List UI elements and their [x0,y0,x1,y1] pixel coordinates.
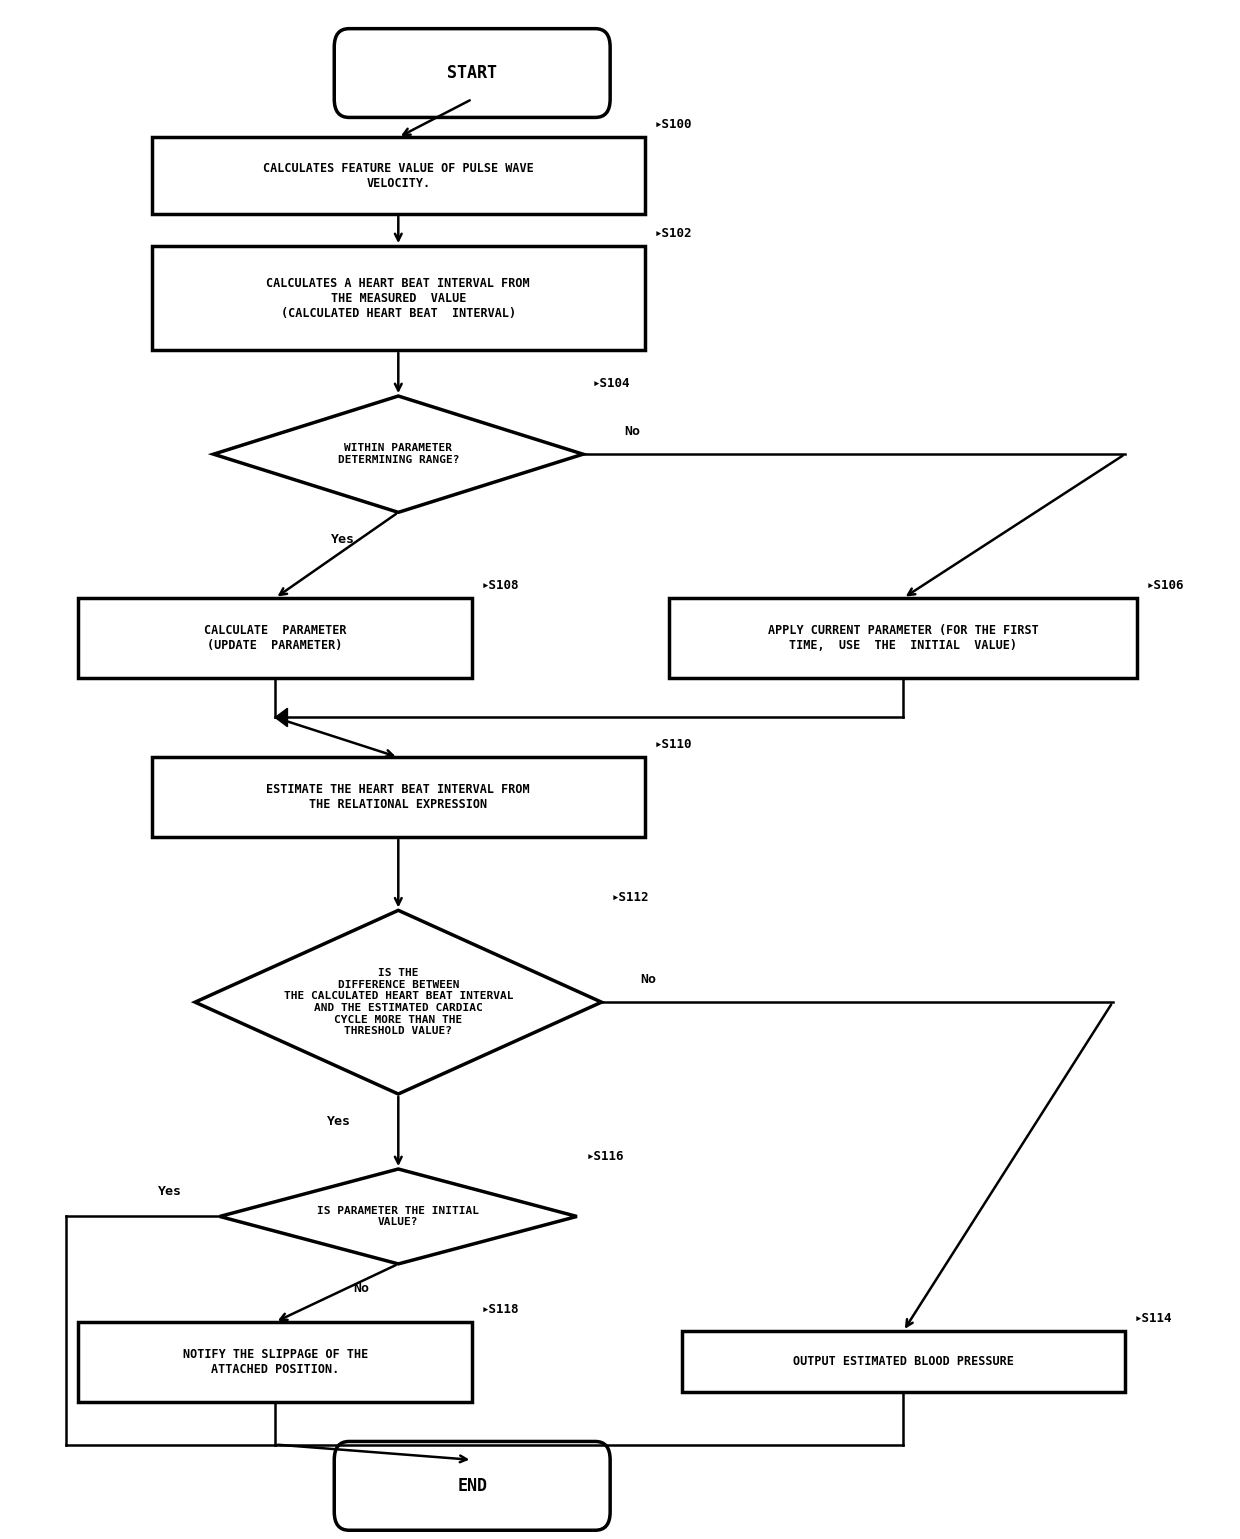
Text: APPLY CURRENT PARAMETER (FOR THE FIRST
TIME,  USE  THE  INITIAL  VALUE): APPLY CURRENT PARAMETER (FOR THE FIRST T… [768,623,1039,653]
Text: ▸S118: ▸S118 [482,1304,520,1316]
Bar [153,757,645,837]
Text: IS PARAMETER THE INITIAL
VALUE?: IS PARAMETER THE INITIAL VALUE? [317,1205,480,1227]
Text: ▸S104: ▸S104 [593,377,630,389]
Text: No: No [624,425,640,437]
Text: No: No [353,1282,370,1294]
Text: NOTIFY THE SLIPPAGE OF THE
ATTACHED POSITION.: NOTIFY THE SLIPPAGE OF THE ATTACHED POSI… [182,1348,368,1376]
Text: ▸S100: ▸S100 [655,119,692,131]
Text: START: START [448,65,497,82]
Polygon shape [195,911,601,1094]
Text: ▸S102: ▸S102 [655,226,692,240]
Bar [78,1322,472,1402]
Text: ▸S108: ▸S108 [482,579,520,593]
Text: ▸S114: ▸S114 [1135,1313,1172,1325]
Text: Yes: Yes [331,534,355,546]
Text: END: END [458,1477,487,1494]
FancyBboxPatch shape [335,29,610,117]
Bar [153,137,645,214]
FancyBboxPatch shape [335,1442,610,1530]
Text: ESTIMATE THE HEART BEAT INTERVAL FROM
THE RELATIONAL EXPRESSION: ESTIMATE THE HEART BEAT INTERVAL FROM TH… [267,783,531,811]
Bar [682,1331,1125,1393]
Text: CALCULATES FEATURE VALUE OF PULSE WAVE
VELOCITY.: CALCULATES FEATURE VALUE OF PULSE WAVE V… [263,162,533,189]
Text: CALCULATES A HEART BEAT INTERVAL FROM
THE MEASURED  VALUE
(CALCULATED HEART BEAT: CALCULATES A HEART BEAT INTERVAL FROM TH… [267,277,531,320]
Polygon shape [275,708,288,726]
Bar [670,599,1137,677]
Text: OUTPUT ESTIMATED BLOOD PRESSURE: OUTPUT ESTIMATED BLOOD PRESSURE [792,1356,1014,1368]
Text: ▸S112: ▸S112 [611,891,649,905]
Bar [153,246,645,349]
Text: Yes: Yes [159,1185,182,1199]
Text: ▸S110: ▸S110 [655,739,692,751]
Bar [78,599,472,677]
Text: ▸S106: ▸S106 [1147,579,1184,593]
Polygon shape [213,396,583,512]
Text: ▸S116: ▸S116 [587,1150,624,1163]
Text: CALCULATE  PARAMETER
(UPDATE  PARAMETER): CALCULATE PARAMETER (UPDATE PARAMETER) [203,623,346,653]
Text: Yes: Yes [327,1116,351,1128]
Polygon shape [219,1170,577,1264]
Text: IS THE
DIFFERENCE BETWEEN
THE CALCULATED HEART BEAT INTERVAL
AND THE ESTIMATED C: IS THE DIFFERENCE BETWEEN THE CALCULATED… [284,968,513,1036]
Text: No: No [640,973,656,985]
Text: WITHIN PARAMETER
DETERMINING RANGE?: WITHIN PARAMETER DETERMINING RANGE? [337,443,459,465]
